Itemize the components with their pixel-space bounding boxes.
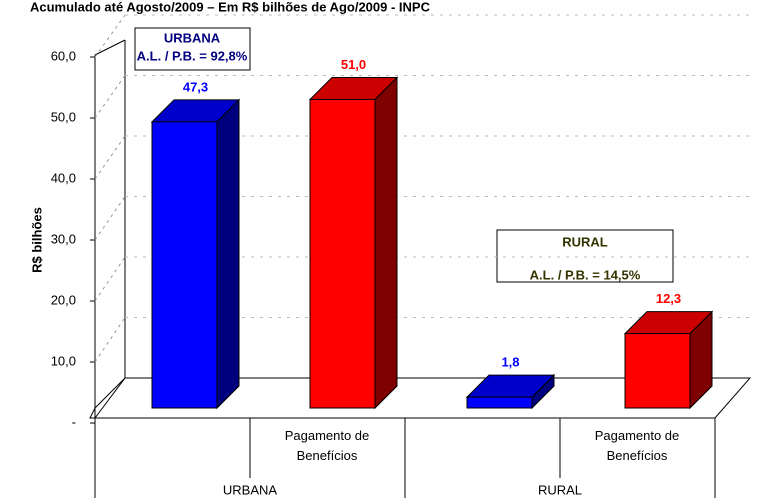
annotation-title: URBANA — [164, 30, 221, 45]
grid-line — [94, 256, 126, 302]
y-tick-label: 40,0 — [51, 170, 76, 185]
y-tick-label: 60,0 — [51, 48, 76, 63]
value-label: 47,3 — [183, 79, 208, 94]
y-tick-label: 30,0 — [51, 231, 76, 246]
value-label: 12,3 — [656, 291, 681, 306]
y-tick-label: 10,0 — [51, 353, 76, 368]
x-tick-label: Pagamento de Benefícios — [595, 428, 680, 463]
floor — [89, 377, 752, 419]
grid-line — [94, 135, 126, 180]
bar-side — [216, 98, 240, 410]
annotation-box — [134, 27, 251, 71]
axis-edge — [94, 377, 126, 419]
bar — [624, 333, 691, 409]
grid-line — [94, 196, 126, 241]
grid-line — [94, 14, 126, 58]
group-label: URBANA — [223, 482, 278, 497]
bar — [466, 396, 533, 409]
wall-edge — [94, 39, 126, 56]
grid-line — [94, 317, 126, 363]
grid-line — [94, 75, 126, 119]
bar-side — [374, 76, 398, 410]
y-axis-label: R$ bilhões — [29, 207, 44, 273]
annotation-text: A.L. / P.B. = 92,8% — [137, 48, 248, 63]
value-label: 51,0 — [341, 57, 366, 72]
chart-title: Acumulado até Agosto/2009 – Em R$ bilhõe… — [30, 0, 431, 14]
annotation-text: A.L. / P.B. = 14,5% — [530, 267, 641, 282]
value-label: 1,8 — [501, 355, 519, 370]
bar — [151, 121, 218, 409]
y-tick-label: 20,0 — [51, 292, 76, 307]
x-tick-label: Pagamento de Benefícios — [285, 428, 370, 463]
y-tick-label: 50,0 — [51, 109, 76, 124]
y-tick-label: - — [72, 414, 76, 429]
annotation-box — [496, 229, 674, 283]
bar — [309, 98, 376, 409]
annotation-title: RURAL — [562, 234, 608, 249]
group-label: RURAL — [538, 482, 582, 497]
category-table — [94, 418, 716, 498]
